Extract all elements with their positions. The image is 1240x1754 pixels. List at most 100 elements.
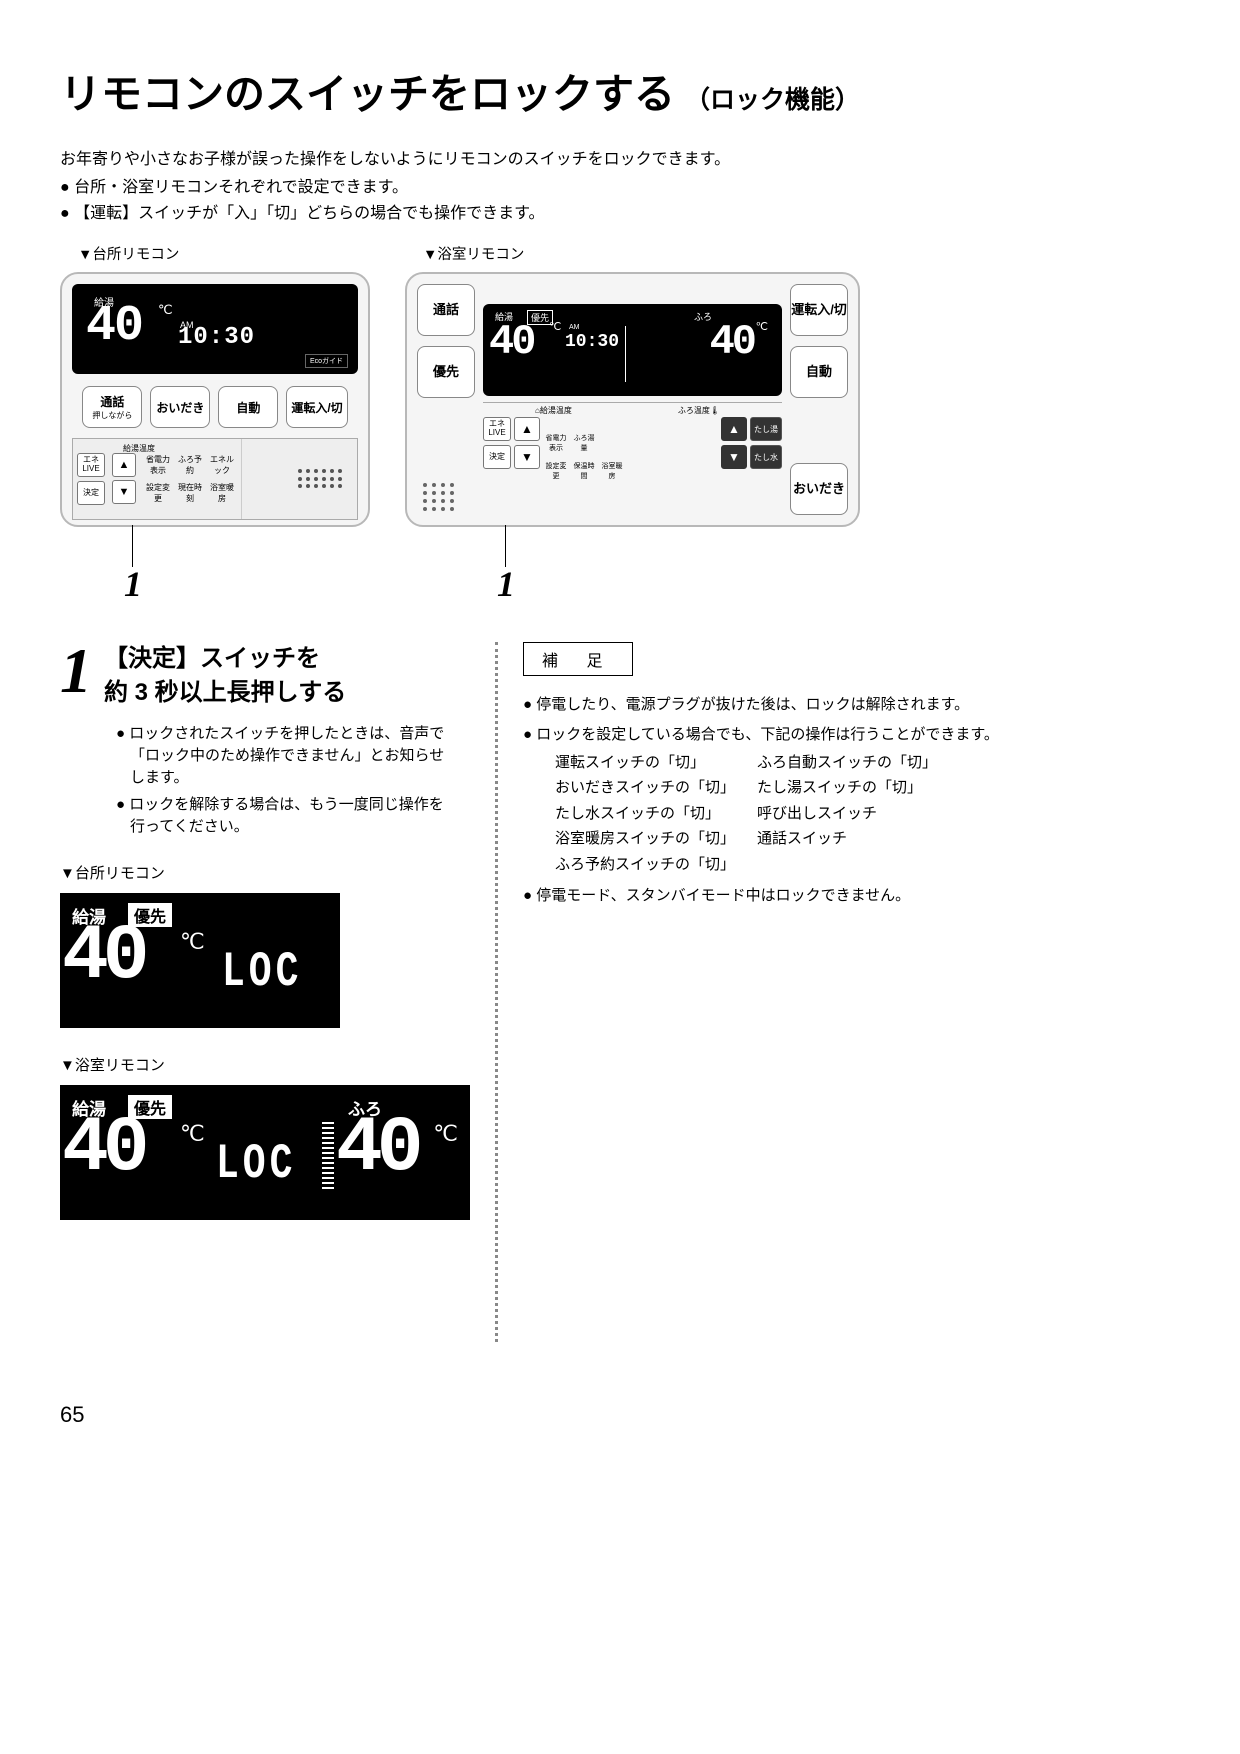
column-divider bbox=[495, 642, 498, 1342]
eco-guide-label: Ecoガイド bbox=[305, 354, 348, 368]
furo-down-button[interactable]: ▼ bbox=[721, 445, 747, 469]
hosoku-item: おいだきスイッチの「切」 bbox=[555, 775, 735, 801]
time-value: 10:30 bbox=[565, 332, 619, 352]
leader-kitchen: 1 bbox=[60, 537, 370, 602]
tashimizu-button[interactable]: たし水 bbox=[750, 445, 782, 469]
kettei-button[interactable]: 決定 bbox=[483, 445, 511, 469]
hosoku-heading: 補 足 bbox=[523, 642, 633, 676]
step-title-line: 【決定】スイッチを bbox=[104, 645, 320, 672]
kitchen-sub-panel: 給湯温度 エネLIVE 決定 ▲ ▼ 省電力表示 ふろ予約 エネルック 設定変更… bbox=[72, 438, 358, 520]
left-column: 1 【決定】スイッチを 約 3 秒以上長押しする ロックされたスイッチを押したと… bbox=[60, 642, 480, 1342]
scale-icon bbox=[322, 1119, 334, 1207]
temp-value: 40 bbox=[86, 298, 142, 355]
display-kitchen: 給湯 優先 40 ℃ LOC bbox=[60, 893, 340, 1028]
speaker-icon bbox=[423, 483, 455, 511]
hosoku-bullets: 停電したり、電源プラグが抜けた後は、ロックは解除されます。 ロックを設定している… bbox=[523, 694, 1180, 907]
kitchen-remote-label: 台所リモコン bbox=[60, 243, 370, 264]
hosoku-item: 浴室暖房スイッチの「切」 bbox=[555, 826, 735, 852]
oidaki-button[interactable]: おいだき bbox=[150, 386, 210, 428]
hot-water-temp: 40 bbox=[489, 318, 533, 366]
ene-live-button[interactable]: エネLIVE bbox=[77, 453, 105, 477]
jido-button[interactable]: 自動 bbox=[218, 386, 278, 428]
hosoku-item: 運転スイッチの「切」 bbox=[555, 750, 735, 776]
panel-label: ふろ温度🌡 bbox=[678, 405, 720, 416]
celsius-unit: ℃ bbox=[549, 320, 561, 333]
lbl: エネルック bbox=[207, 454, 237, 476]
kyu-down-button[interactable]: ▼ bbox=[514, 445, 540, 469]
lbl: 現在時刻 bbox=[175, 482, 205, 504]
intro-bullet: 【運転】スイッチが「入」「切」どちらの場合でも操作できます。 bbox=[60, 199, 1180, 223]
oidaki-button[interactable]: おいだき bbox=[790, 463, 848, 515]
furo-up-button[interactable]: ▲ bbox=[721, 417, 747, 441]
leader-number: 1 bbox=[124, 563, 142, 605]
step-bullets: ロックされたスイッチを押したときは、音声で「ロック中のため操作できません」とお知… bbox=[60, 723, 450, 838]
bath-remote-label: 浴室リモコン bbox=[405, 243, 860, 264]
panel-label: ⌂給湯温度 bbox=[535, 405, 572, 416]
intro-text: お年寄りや小さなお子様が誤った操作をしないようにリモコンのスイッチをロックできま… bbox=[60, 145, 1180, 169]
step-title-line: 約 3 秒以上長押しする bbox=[104, 679, 346, 706]
hosoku-col1: 運転スイッチの「切」 おいだきスイッチの「切」 たし水スイッチの「切」 浴室暖房… bbox=[555, 750, 735, 878]
display-bath-label: 浴室リモコン bbox=[60, 1054, 450, 1075]
yusen-button[interactable]: 優先 bbox=[417, 346, 475, 398]
hosoku-item: たし湯スイッチの「切」 bbox=[757, 775, 937, 801]
celsius-unit: ℃ bbox=[756, 320, 768, 333]
lbl: 保温時間 bbox=[571, 461, 597, 481]
jido-button[interactable]: 自動 bbox=[790, 346, 848, 398]
hosoku-item: 通話スイッチ bbox=[757, 826, 937, 852]
lbl: 省電力表示 bbox=[143, 454, 173, 476]
down-button[interactable]: ▼ bbox=[112, 480, 136, 504]
ene-live-button[interactable]: エネLIVE bbox=[483, 417, 511, 441]
page-title-main: リモコンのスイッチをロックする bbox=[60, 60, 675, 120]
kitchen-remote: 給湯 40 ℃ AM 10:30 Ecoガイド 通話押しながら おいだき 自動 … bbox=[60, 272, 370, 527]
lbl: 浴室暖房 bbox=[599, 461, 625, 481]
loc-indicator: LOC bbox=[222, 944, 302, 1000]
display-kitchen-label: 台所リモコン bbox=[60, 862, 450, 883]
tsuwa-button[interactable]: 通話押しながら bbox=[82, 386, 142, 428]
unten-button[interactable]: 運転入/切 bbox=[286, 386, 347, 428]
scale-icon bbox=[625, 326, 635, 382]
tsuwa-label: 通話 bbox=[100, 393, 124, 410]
intro-bullets: 台所・浴室リモコンそれぞれで設定できます。 【運転】スイッチが「入」「切」どちら… bbox=[60, 173, 1180, 223]
speaker-icon bbox=[284, 439, 357, 519]
lbl: 設定変更 bbox=[143, 482, 173, 504]
step-bullet: ロックされたスイッチを押したときは、音声で「ロック中のため操作できません」とお知… bbox=[116, 723, 450, 788]
hosoku-item: ふろ予約スイッチの「切」 bbox=[555, 852, 735, 878]
bath-screen: 給湯 優先 40 ℃ AM 10:30 ふろ 40 ℃ bbox=[483, 304, 782, 396]
bath-temp: 40 bbox=[336, 1105, 418, 1193]
hosoku-bullet: 停電したり、電源プラグが抜けた後は、ロックは解除されます。 bbox=[523, 694, 1180, 716]
hosoku-bullet: ロックを設定している場合でも、下記の操作は行うことができます。 運転スイッチの「… bbox=[523, 724, 1180, 877]
tashiyu-button[interactable]: たし湯 bbox=[750, 417, 782, 441]
bath-label-grid: 省電力表示 ふろ湯量 設定変更 保温時間 浴室暖房 bbox=[543, 417, 625, 515]
kettei-button[interactable]: 決定 bbox=[77, 481, 105, 505]
celsius-unit: ℃ bbox=[180, 1121, 205, 1147]
tsuwa-sublabel: 押しながら bbox=[92, 410, 132, 421]
up-button[interactable]: ▲ bbox=[112, 453, 136, 477]
hosoku-item: 呼び出しスイッチ bbox=[757, 801, 937, 827]
hosoku-bullet-text: ロックを設定している場合でも、下記の操作は行うことができます。 bbox=[536, 726, 999, 743]
temp-value: 40 bbox=[62, 913, 144, 1001]
hosoku-bullet: 停電モード、スタンバイモード中はロックできません。 bbox=[523, 885, 1180, 907]
leader-bath: 1 bbox=[405, 537, 860, 602]
right-column: 補 足 停電したり、電源プラグが抜けた後は、ロックは解除されます。 ロックを設定… bbox=[523, 642, 1180, 1342]
page-title-sub: （ロック機能） bbox=[685, 80, 860, 116]
loc-indicator: LOC bbox=[216, 1136, 296, 1192]
celsius-unit: ℃ bbox=[158, 302, 173, 318]
lbl: ふろ予約 bbox=[175, 454, 205, 476]
time-value: 10:30 bbox=[178, 324, 255, 351]
kitchen-screen: 給湯 40 ℃ AM 10:30 Ecoガイド bbox=[72, 284, 358, 374]
bath-temp: 40 bbox=[710, 318, 754, 366]
lbl: ふろ湯量 bbox=[571, 433, 597, 453]
hosoku-item: ふろ自動スイッチの「切」 bbox=[757, 750, 937, 776]
lbl: 設定変更 bbox=[543, 461, 569, 481]
step-bullet: ロックを解除する場合は、もう一度同じ操作を行ってください。 bbox=[116, 794, 450, 838]
lbl: 浴室暖房 bbox=[207, 482, 237, 504]
unten-button[interactable]: 運転入/切 bbox=[790, 284, 848, 336]
am-label: AM bbox=[569, 324, 580, 331]
step-title: 【決定】スイッチを 約 3 秒以上長押しする bbox=[104, 642, 346, 709]
kyu-up-button[interactable]: ▲ bbox=[514, 417, 540, 441]
leader-number: 1 bbox=[497, 563, 515, 605]
display-bath: 給湯 優先 40 ℃ LOC ふろ 40 ℃ bbox=[60, 1085, 470, 1220]
celsius-unit: ℃ bbox=[180, 929, 205, 955]
intro-bullet: 台所・浴室リモコンそれぞれで設定できます。 bbox=[60, 173, 1180, 197]
tsuwa-button[interactable]: 通話 bbox=[417, 284, 475, 336]
